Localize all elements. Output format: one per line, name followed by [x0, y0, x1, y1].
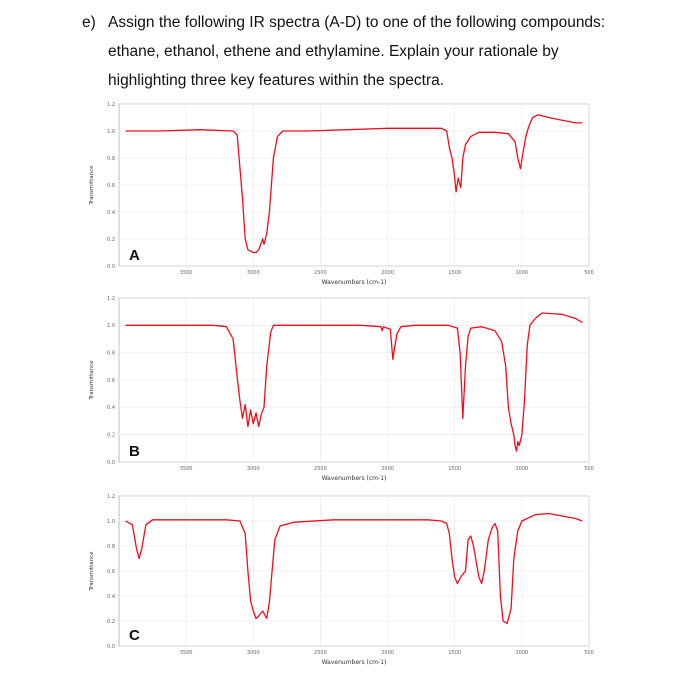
spectrum-c: 0.0 0.2 0.4 0.6 0.8 1.0 1.2 3500 3000 2500 2000 150… [85, 490, 645, 670]
x-tick-label: 2500 [314, 270, 327, 276]
x-tick-label: 1500 [448, 466, 461, 472]
panel-label: B [129, 443, 140, 460]
x-tick-label: 500 [584, 650, 594, 656]
spectrum-b-chart: 0.0 0.2 0.4 0.6 0.8 1.0 1.2 3500 3000 2500 2000 150… [89, 296, 594, 482]
spectrum-trace [125, 512, 583, 625]
y-tick-label: 1.2 [107, 494, 115, 500]
y-tick-label: 1.0 [107, 129, 115, 135]
y-tick-label: 0.4 [107, 405, 115, 411]
x-tick-label: 1000 [515, 270, 528, 276]
y-tick-label: 0.0 [107, 460, 115, 466]
x-axis-label: Wavenumbers (cm-1) [322, 659, 387, 666]
x-tick-label: 3000 [247, 270, 260, 276]
question-line-1: Assign the following IR spectra (A-D) to… [108, 14, 606, 31]
y-tick-label: 0.0 [107, 644, 115, 650]
y-tick-label: 0.4 [107, 210, 115, 216]
question-text: e) Assign the following IR spectra (A-D)… [82, 8, 682, 95]
x-tick-label: 1000 [515, 650, 528, 656]
y-tick-label: 0.2 [107, 237, 115, 243]
x-tick-label: 3500 [180, 270, 193, 276]
y-tick-label: 0.6 [107, 569, 115, 575]
y-tick-label: 1.2 [107, 296, 115, 302]
y-tick-label: 1.0 [107, 519, 115, 525]
x-tick-label: 500 [584, 270, 594, 276]
y-tick-label: 0.4 [107, 594, 115, 600]
y-tick-label: 0.6 [107, 183, 115, 189]
x-tick-label: 1500 [448, 270, 461, 276]
spectrum-b: 0.0 0.2 0.4 0.6 0.8 1.0 1.2 3500 3000 2500 2000 150… [85, 292, 645, 486]
x-tick-label: 1000 [515, 466, 528, 472]
x-tick-label: 3500 [180, 466, 193, 472]
y-axis-label: Transmittance [89, 165, 95, 206]
x-tick-label: 2000 [381, 466, 394, 472]
spectrum-c-chart: 0.0 0.2 0.4 0.6 0.8 1.0 1.2 3500 3000 2500 2000 150… [89, 494, 594, 666]
x-tick-label: 3000 [247, 466, 260, 472]
y-tick-label: 0.8 [107, 350, 115, 356]
panel-label: A [129, 247, 140, 264]
spectrum-a: 0.0 0.2 0.4 0.6 0.8 1.0 1.2 3500 3000 2500 2000 150… [85, 98, 645, 290]
x-tick-label: 3000 [247, 650, 260, 656]
y-axis-label: Transmittance [89, 551, 95, 592]
x-tick-label: 1500 [448, 650, 461, 656]
x-axis-label: Wavenumbers (cm-1) [322, 279, 387, 286]
x-tick-label: 2500 [314, 466, 327, 472]
y-tick-label: 0.8 [107, 156, 115, 162]
x-tick-label: 2000 [381, 270, 394, 276]
question-line-3: highlighting three key features within t… [108, 72, 445, 89]
y-tick-label: 0.8 [107, 544, 115, 550]
y-tick-label: 1.0 [107, 323, 115, 329]
x-tick-label: 2000 [381, 650, 394, 656]
question-line-2: ethane, ethanol, ethene and ethylamine. … [108, 43, 559, 60]
question-label: e) [82, 14, 96, 31]
x-tick-label: 500 [584, 466, 594, 472]
y-axis-label: Transmittance [89, 360, 95, 401]
y-tick-label: 0.2 [107, 432, 115, 438]
x-axis-label: Wavenumbers (cm-1) [322, 475, 387, 482]
x-tick-label: 3500 [180, 650, 193, 656]
y-tick-label: 1.2 [107, 102, 115, 108]
x-tick-label: 2500 [314, 650, 327, 656]
y-tick-label: 0.6 [107, 378, 115, 384]
y-tick-label: 0.0 [107, 264, 115, 270]
panel-label: C [129, 627, 140, 644]
spectrum-trace [125, 312, 583, 452]
spectrum-trace [125, 114, 583, 254]
y-tick-label: 0.2 [107, 619, 115, 625]
spectrum-a-chart: 0.0 0.2 0.4 0.6 0.8 1.0 1.2 3500 3000 2500 2000 150… [89, 102, 594, 286]
